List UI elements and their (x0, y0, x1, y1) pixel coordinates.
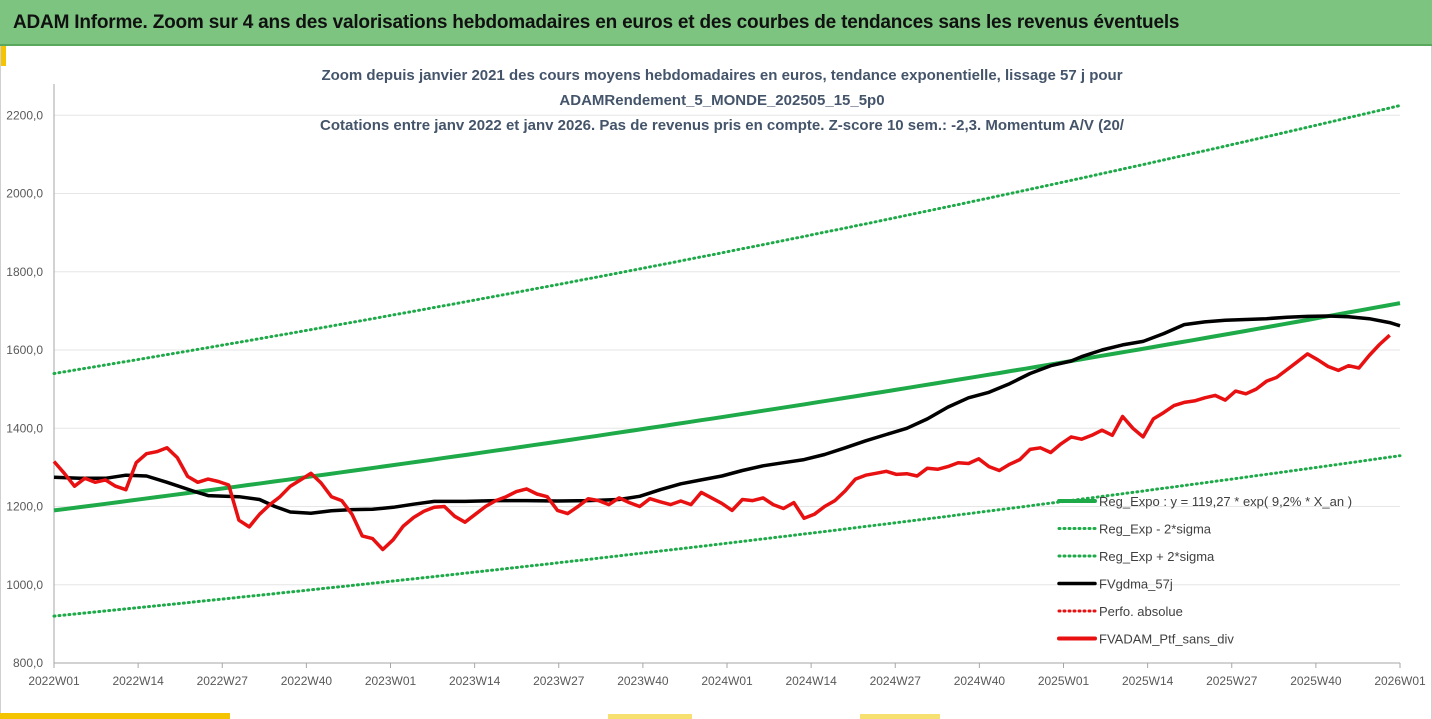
x-tick-label: 2023W01 (365, 674, 417, 688)
y-tick-label: 1000,0 (6, 578, 43, 592)
accent-strip-bottom-right (860, 714, 940, 719)
accent-bar (0, 46, 6, 66)
legend-label-smooth: FVgdma_57j (1099, 577, 1173, 592)
x-tick-label: 2024W40 (954, 674, 1006, 688)
axes (53, 84, 1400, 664)
grid-lines (54, 114, 1400, 586)
chart-title: Zoom depuis janvier 2021 des cours moyen… (320, 67, 1125, 134)
x-axis-ticks: 2022W01 2022W14 2022W27 2022W40 2023W01 2023W… (28, 663, 1426, 688)
portfolio-line (52, 333, 1391, 552)
accent-strip-bottom-left (0, 713, 230, 719)
chart-area: Zoom depuis janvier 2021 des cours moyen… (0, 46, 1432, 719)
x-tick-label: 2024W14 (785, 674, 837, 688)
lower-band-line (52, 454, 1402, 618)
y-tick-label: 2200,0 (6, 108, 43, 122)
x-tick-label: 2025W40 (1290, 674, 1342, 688)
x-tick-label: 2022W14 (112, 674, 164, 688)
upper-band-line (52, 104, 1402, 375)
line-chart: Zoom depuis janvier 2021 des cours moyen… (6, 67, 1426, 688)
legend: Reg_Expo : y = 119,27 * exp( 9,2% * X_an… (1057, 494, 1352, 647)
x-tick-label: 2026W01 (1374, 674, 1426, 688)
x-tick-label: 2025W27 (1206, 674, 1258, 688)
y-tick-label: 1200,0 (6, 500, 43, 514)
x-tick-label: 2024W27 (870, 674, 922, 688)
x-tick-label: 2023W14 (449, 674, 501, 688)
x-tick-label: 2025W01 (1038, 674, 1090, 688)
legend-label-absolute: Perfo. absolue (1099, 604, 1183, 619)
smoothed-line (53, 314, 1401, 515)
y-tick-label: 1400,0 (6, 421, 43, 435)
x-tick-label: 2023W40 (617, 674, 669, 688)
x-tick-label: 2022W40 (281, 674, 333, 688)
chart-title-line-1: Zoom depuis janvier 2021 des cours moyen… (321, 67, 1122, 84)
trend-line (53, 301, 1401, 513)
x-tick-label: 2025W14 (1122, 674, 1174, 688)
legend-label-upper: Reg_Exp + 2*sigma (1099, 549, 1215, 564)
y-axis-ticks: 800,0 1000,0 1200,0 1400,0 1600,0 1800,0 2000,… (6, 108, 43, 670)
x-tick-label: 2024W01 (701, 674, 753, 688)
legend-label-lower: Reg_Exp - 2*sigma (1099, 522, 1212, 537)
chart-title-line-2: ADAMRendement_5_MONDE_202505_15_5p0 (559, 92, 884, 109)
x-tick-label: 2023W27 (533, 674, 585, 688)
y-tick-label: 800,0 (13, 656, 43, 670)
accent-strip-bottom-mid (608, 714, 692, 719)
chart-title-line-3: Cotations entre janv 2022 et janv 2026. … (320, 117, 1125, 134)
header-banner: ADAM Informe. Zoom sur 4 ans des valoris… (0, 0, 1432, 46)
y-tick-label: 1600,0 (6, 343, 43, 357)
report-title: ADAM Informe. Zoom sur 4 ans des valoris… (13, 12, 1180, 33)
legend-label-portfolio: FVADAM_Ptf_sans_div (1099, 632, 1234, 647)
legend-label-trend: Reg_Expo : y = 119,27 * exp( 9,2% * X_an… (1099, 494, 1352, 509)
y-tick-label: 1800,0 (6, 265, 43, 279)
x-tick-label: 2022W01 (28, 674, 80, 688)
y-tick-label: 2000,0 (6, 187, 43, 201)
x-tick-label: 2022W27 (197, 674, 249, 688)
series-group (52, 104, 1402, 618)
